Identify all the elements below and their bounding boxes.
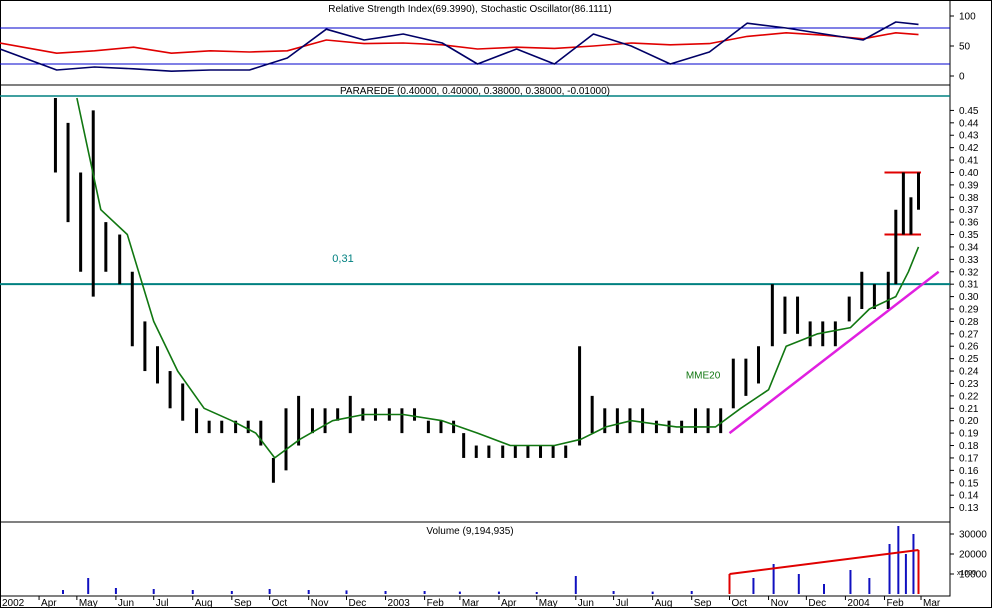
price-tick-label: 0.23 (959, 379, 979, 390)
price-tick-label: 0.14 (959, 491, 979, 502)
oscillator-panel: Relative Strength Index(69.3990), Stocha… (0, 0, 976, 86)
price-tick-label: 0.33 (959, 255, 979, 266)
price-tick-label: 0.44 (959, 118, 979, 129)
volume-scale-label: x1000 (957, 570, 976, 577)
oscillator-reference-lines (0, 27, 950, 65)
oscillator-tick-label: 100 (959, 12, 976, 23)
stochastic-line (0, 21, 919, 72)
price-tick-label: 0.25 (959, 354, 979, 365)
support-label: 0,31 (332, 253, 353, 265)
volume-y-axis: 30000 20000 10000 (950, 530, 987, 581)
price-tick-label: 0.22 (959, 391, 979, 402)
price-tick-label: 0.40 (959, 168, 979, 179)
price-tick-label: 0.32 (959, 267, 979, 278)
price-tick-label: 0.26 (959, 342, 979, 353)
price-tick-label: 0.13 (959, 503, 979, 514)
time-axis-label: 2002 (2, 598, 25, 608)
time-axis-label: Sep (234, 598, 252, 608)
price-tick-label: 0.21 (959, 404, 979, 415)
time-axis-label: Jul (616, 598, 629, 608)
price-tick-label: 0.34 (959, 242, 979, 253)
price-tick-label: 0.17 (959, 453, 979, 464)
volume-annotations (728, 549, 920, 594)
price-panel: PARAREDE (0.40000, 0.40000, 0.38000, 0.3… (0, 84, 979, 523)
time-axis-label: Mar (462, 598, 480, 608)
price-tick-label: 0.19 (959, 429, 979, 440)
price-annotations: MME20 (686, 270, 940, 435)
time-axis-label: Oct (272, 598, 288, 608)
time-axis-label: May (539, 598, 558, 608)
oscillator-title: Relative Strength Index(69.3990), Stocha… (328, 4, 611, 15)
time-axis-label: Nov (771, 598, 789, 608)
time-axis-label: Jun (578, 598, 594, 608)
volume-title: Volume (9,194,935) (426, 526, 513, 537)
mme20-line (76, 97, 920, 459)
time-axis-label: Feb (886, 598, 904, 608)
price-tick-label: 0.27 (959, 329, 979, 340)
time-axis-label: Apr (41, 598, 57, 608)
volume-tick-label: 30000 (959, 530, 987, 541)
time-axis: 2002 Apr May Jun Jul Aug Sep Oct Nov Dec 2003 Feb Ma… (0, 595, 950, 609)
oscillator-y-axis: 100 50 0 (950, 12, 976, 83)
time-axis-label: Nov (311, 598, 329, 608)
price-tick-label: 0.36 (959, 218, 979, 229)
price-tick-label: 0.39 (959, 180, 979, 191)
time-axis-label: Aug (655, 598, 673, 608)
price-series (76, 97, 920, 459)
price-bars (53, 98, 921, 483)
price-tick-label: 0.24 (959, 367, 979, 378)
time-axis-label: Mar (923, 598, 941, 608)
time-axis-label: Apr (501, 598, 517, 608)
time-axis-label: Sep (694, 598, 712, 608)
price-tick-label: 0.45 (959, 106, 979, 117)
price-tick-label: 0.35 (959, 230, 979, 241)
price-tick-label: 0.29 (959, 305, 979, 316)
volume-tick-label: 20000 (959, 550, 987, 561)
time-axis-label: 2004 (847, 598, 870, 608)
price-y-axis: 0.450.44 0.430.42 0.410.400.39 0.380.37 0.36… (950, 106, 979, 514)
price-tick-label: 0.30 (959, 292, 979, 303)
price-tick-label: 0.38 (959, 193, 979, 204)
price-tick-label: 0.42 (959, 143, 979, 154)
time-axis-label: Feb (427, 598, 445, 608)
rsi-line (0, 31, 919, 55)
oscillator-tick-label: 50 (959, 42, 971, 53)
price-tick-label: 0.15 (959, 478, 979, 489)
time-axis-label: Oct (732, 598, 748, 608)
oscillator-series (0, 21, 919, 72)
time-axis-label: Dec (348, 598, 366, 608)
time-axis-label: Jun (118, 598, 134, 608)
price-tick-label: 0.20 (959, 416, 979, 427)
price-tick-label: 0.37 (959, 205, 979, 216)
time-axis-label: 2003 (388, 598, 411, 608)
volume-trend-line (729, 549, 919, 575)
price-tick-label: 0.18 (959, 441, 979, 452)
volume-tick-label: 10000 (959, 570, 987, 581)
time-axis-label: May (79, 598, 98, 608)
trend-line (728, 270, 940, 435)
price-tick-label: 0.41 (959, 156, 979, 167)
time-axis-label: Jul (156, 598, 169, 608)
mme20-label: MME20 (686, 371, 721, 382)
price-tick-label: 0.28 (959, 317, 979, 328)
price-tick-label: 0.16 (959, 466, 979, 477)
time-axis-label: Dec (808, 598, 826, 608)
price-tick-label: 0.31 (959, 280, 979, 291)
price-tick-label: 0.43 (959, 131, 979, 142)
price-title: PARAREDE (0.40000, 0.40000, 0.38000, 0.3… (340, 86, 610, 97)
oscillator-tick-label: 0 (959, 72, 965, 83)
time-axis-label: Aug (195, 598, 213, 608)
